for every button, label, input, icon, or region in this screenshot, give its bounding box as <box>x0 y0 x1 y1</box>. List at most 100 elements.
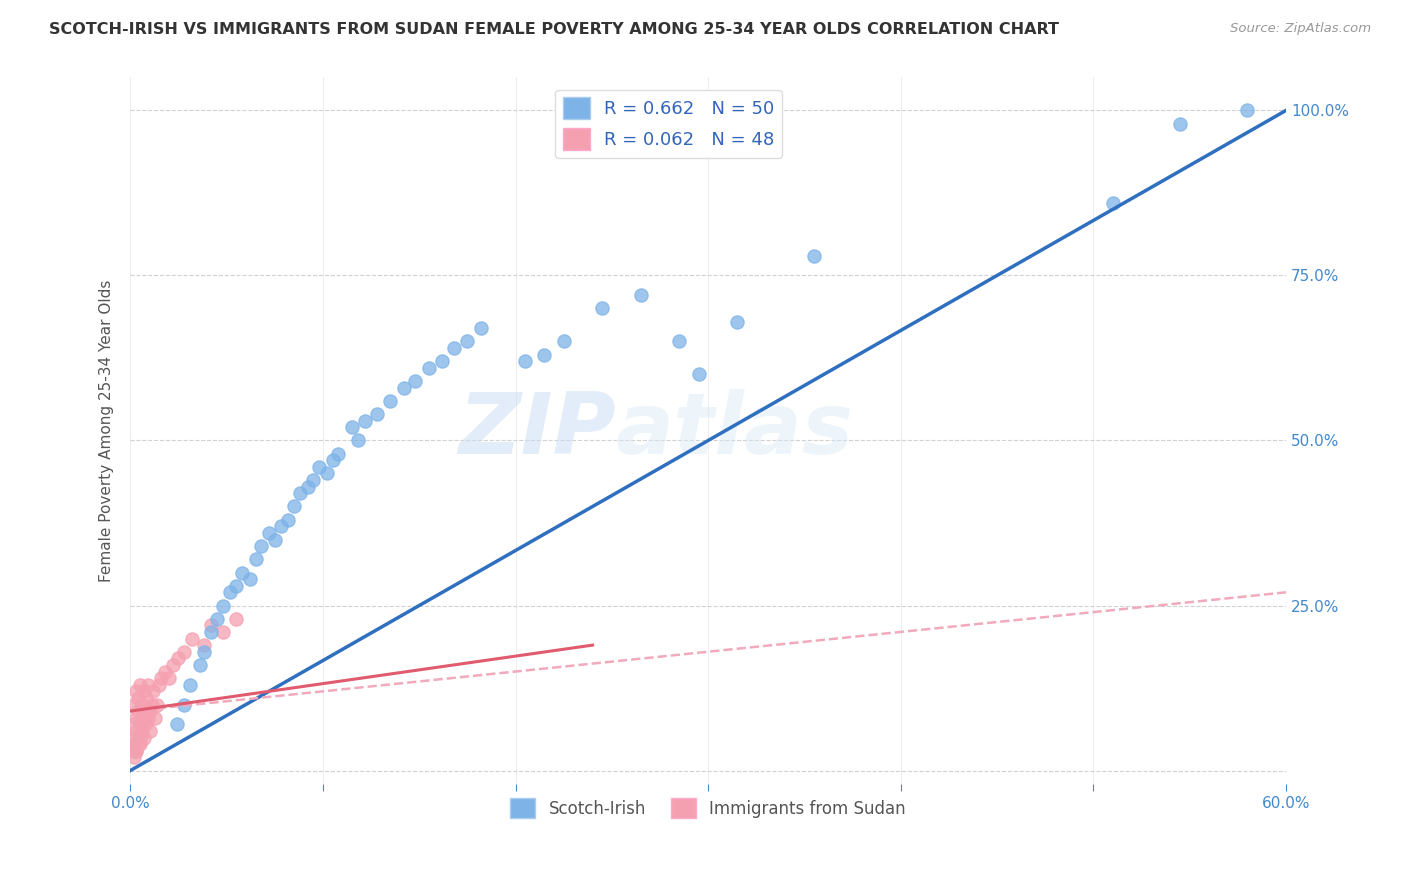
Point <box>125 711 148 725</box>
Y-axis label: Female Poverty Among 25-34 Year Olds: Female Poverty Among 25-34 Year Olds <box>100 279 114 582</box>
Point <box>533 348 555 362</box>
Point <box>129 678 152 692</box>
Point <box>127 731 149 745</box>
Point <box>193 638 215 652</box>
Point <box>328 447 350 461</box>
Point <box>127 690 149 705</box>
Point <box>270 519 292 533</box>
Point <box>122 750 145 764</box>
Point <box>132 704 155 718</box>
Point <box>122 698 145 712</box>
Point <box>121 731 143 745</box>
Point <box>432 354 454 368</box>
Point <box>145 711 167 725</box>
Point <box>150 671 173 685</box>
Point <box>380 393 402 408</box>
Point <box>470 321 492 335</box>
Point <box>131 723 153 738</box>
Point <box>173 645 195 659</box>
Point <box>250 539 273 553</box>
Point <box>322 453 344 467</box>
Point <box>315 467 337 481</box>
Point <box>225 579 247 593</box>
Point <box>167 651 190 665</box>
Text: atlas: atlas <box>616 389 853 472</box>
Point <box>166 717 188 731</box>
Point <box>1101 195 1123 210</box>
Point <box>354 414 377 428</box>
Point <box>211 624 233 639</box>
Point <box>193 645 215 659</box>
Point <box>131 698 153 712</box>
Point <box>136 711 159 725</box>
Point <box>404 374 426 388</box>
Point <box>129 731 152 745</box>
Point <box>153 665 176 679</box>
Point <box>288 486 311 500</box>
Point <box>125 723 148 738</box>
Point <box>725 315 748 329</box>
Point <box>277 513 299 527</box>
Point <box>231 566 253 580</box>
Point <box>135 690 157 705</box>
Point <box>146 698 169 712</box>
Text: SCOTCH-IRISH VS IMMIGRANTS FROM SUDAN FEMALE POVERTY AMONG 25-34 YEAR OLDS CORRE: SCOTCH-IRISH VS IMMIGRANTS FROM SUDAN FE… <box>49 22 1059 37</box>
Point <box>125 684 148 698</box>
Point <box>263 533 285 547</box>
Point <box>122 744 145 758</box>
Point <box>219 585 242 599</box>
Point <box>200 624 222 639</box>
Point <box>668 334 690 349</box>
Point <box>456 334 478 349</box>
Point <box>129 737 152 751</box>
Point <box>125 744 148 758</box>
Point <box>142 684 165 698</box>
Point <box>418 360 440 375</box>
Point <box>148 678 170 692</box>
Point <box>225 612 247 626</box>
Point <box>162 657 184 672</box>
Point <box>688 368 710 382</box>
Point <box>1168 117 1191 131</box>
Point <box>297 480 319 494</box>
Text: Source: ZipAtlas.com: Source: ZipAtlas.com <box>1230 22 1371 36</box>
Point <box>173 698 195 712</box>
Point <box>135 717 157 731</box>
Point <box>211 599 233 613</box>
Point <box>122 717 145 731</box>
Point <box>141 698 163 712</box>
Point <box>132 684 155 698</box>
Point <box>443 341 465 355</box>
Point <box>127 737 149 751</box>
Legend: Scotch-Irish, Immigrants from Sudan: Scotch-Irish, Immigrants from Sudan <box>503 791 912 825</box>
Point <box>346 434 368 448</box>
Point <box>138 704 160 718</box>
Point <box>188 657 211 672</box>
Point <box>366 407 388 421</box>
Point <box>239 572 262 586</box>
Point <box>1236 103 1258 118</box>
Point <box>283 500 305 514</box>
Point <box>136 678 159 692</box>
Point <box>138 723 160 738</box>
Point <box>122 737 145 751</box>
Point <box>392 381 415 395</box>
Point <box>125 744 148 758</box>
Point <box>630 288 652 302</box>
Point <box>515 354 537 368</box>
Point <box>591 301 613 316</box>
Text: ZIP: ZIP <box>458 389 616 472</box>
Point <box>308 459 330 474</box>
Point <box>125 737 148 751</box>
Point <box>181 632 204 646</box>
Point <box>340 420 363 434</box>
Point <box>553 334 575 349</box>
Point <box>803 249 825 263</box>
Point <box>129 717 152 731</box>
Point <box>205 612 228 626</box>
Point <box>127 704 149 718</box>
Point <box>245 552 267 566</box>
Point <box>132 731 155 745</box>
Point <box>131 711 153 725</box>
Point <box>257 525 280 540</box>
